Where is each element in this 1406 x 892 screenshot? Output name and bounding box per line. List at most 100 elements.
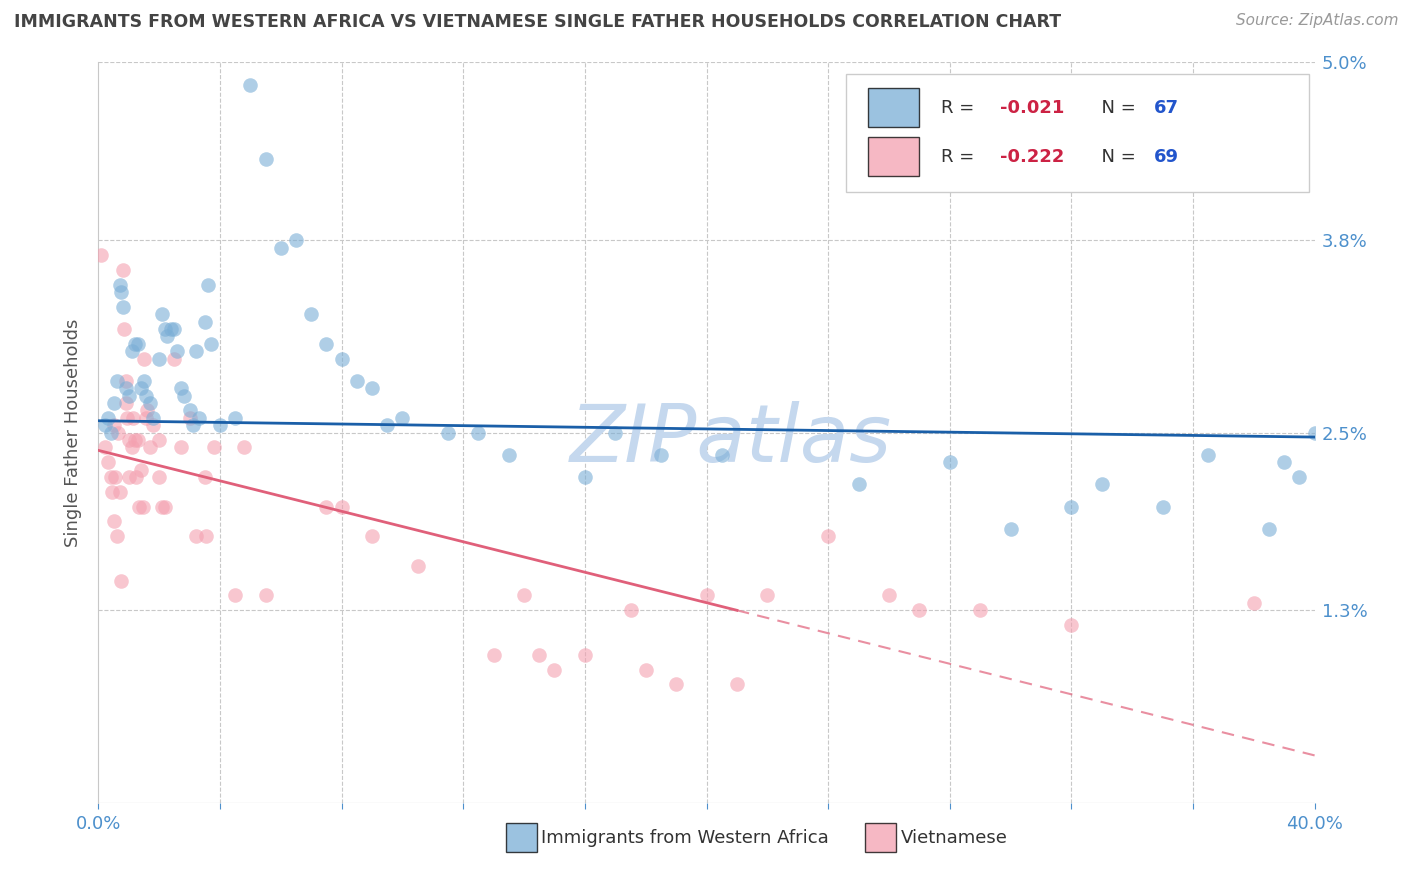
Text: Immigrants from Western Africa: Immigrants from Western Africa: [541, 829, 830, 847]
FancyBboxPatch shape: [846, 73, 1309, 192]
Point: [908, 603, 931, 617]
Point: [118, 433, 141, 447]
Point: [142, 418, 165, 433]
Point: [375, 418, 398, 433]
Point: [114, 374, 136, 388]
Point: [605, 425, 627, 440]
Text: -0.222: -0.222: [1000, 148, 1064, 166]
Point: [111, 300, 134, 314]
Point: [155, 500, 177, 514]
Text: N =: N =: [1090, 148, 1142, 166]
Point: [194, 470, 217, 484]
Point: [179, 410, 201, 425]
Point: [156, 329, 179, 343]
Point: [110, 574, 132, 588]
Text: ZIPatlas: ZIPatlas: [569, 401, 891, 479]
Point: [634, 663, 657, 677]
Point: [103, 418, 125, 433]
Point: [254, 152, 277, 166]
Point: [187, 410, 209, 425]
Point: [1060, 500, 1083, 514]
Point: [224, 410, 246, 425]
Point: [150, 500, 173, 514]
Point: [437, 425, 460, 440]
Point: [270, 240, 292, 255]
Point: [136, 403, 159, 417]
Point: [103, 396, 125, 410]
Point: [105, 374, 128, 388]
Text: R =: R =: [941, 148, 980, 166]
Point: [100, 470, 122, 484]
Point: [148, 433, 170, 447]
Point: [125, 470, 148, 484]
Point: [406, 558, 429, 573]
Point: [391, 410, 413, 425]
FancyBboxPatch shape: [869, 137, 920, 176]
Point: [200, 336, 222, 351]
Point: [93, 418, 115, 433]
Point: [150, 307, 173, 321]
Point: [184, 529, 207, 543]
Point: [181, 418, 204, 433]
Point: [114, 381, 136, 395]
Point: [1243, 596, 1265, 610]
Point: [96, 410, 118, 425]
Point: [184, 344, 207, 359]
Point: [135, 410, 157, 425]
Point: [111, 262, 134, 277]
Point: [96, 455, 118, 469]
Point: [128, 500, 150, 514]
Point: [969, 603, 991, 617]
Point: [121, 344, 143, 359]
Point: [650, 448, 672, 462]
Point: [574, 470, 596, 484]
Point: [315, 336, 337, 351]
Text: 69: 69: [1154, 148, 1180, 166]
Point: [254, 589, 277, 603]
Point: [1258, 522, 1281, 536]
Point: [112, 322, 135, 336]
Point: [299, 307, 322, 321]
Point: [169, 441, 191, 455]
Text: Source: ZipAtlas.com: Source: ZipAtlas.com: [1236, 13, 1399, 29]
Point: [93, 441, 115, 455]
Point: [330, 351, 353, 366]
Text: 67: 67: [1154, 99, 1180, 117]
Point: [139, 396, 162, 410]
Text: R =: R =: [941, 99, 980, 117]
Point: [346, 374, 368, 388]
Point: [127, 336, 149, 351]
Point: [117, 410, 139, 425]
Point: [179, 403, 201, 417]
Point: [817, 529, 839, 543]
Point: [619, 603, 641, 617]
Point: [160, 322, 183, 336]
Point: [939, 455, 962, 469]
Point: [665, 677, 688, 691]
Point: [529, 648, 551, 662]
Point: [574, 648, 596, 662]
Point: [543, 663, 565, 677]
Point: [132, 374, 155, 388]
Point: [169, 381, 191, 395]
Point: [498, 448, 520, 462]
Text: IMMIGRANTS FROM WESTERN AFRICA VS VIETNAMESE SINGLE FATHER HOUSEHOLDS CORRELATIO: IMMIGRANTS FROM WESTERN AFRICA VS VIETNA…: [14, 13, 1062, 31]
Point: [239, 78, 262, 92]
Point: [114, 396, 136, 410]
Text: Vietnamese: Vietnamese: [901, 829, 1008, 847]
Point: [166, 344, 188, 359]
Point: [197, 277, 219, 292]
Point: [725, 677, 748, 691]
Point: [129, 462, 152, 476]
Point: [163, 322, 186, 336]
Point: [108, 484, 131, 499]
Point: [467, 425, 489, 440]
Point: [482, 648, 505, 662]
Point: [1060, 618, 1083, 632]
Point: [155, 322, 177, 336]
Point: [124, 336, 146, 351]
Point: [142, 410, 165, 425]
Point: [148, 351, 170, 366]
Point: [129, 381, 152, 395]
Point: [100, 425, 122, 440]
